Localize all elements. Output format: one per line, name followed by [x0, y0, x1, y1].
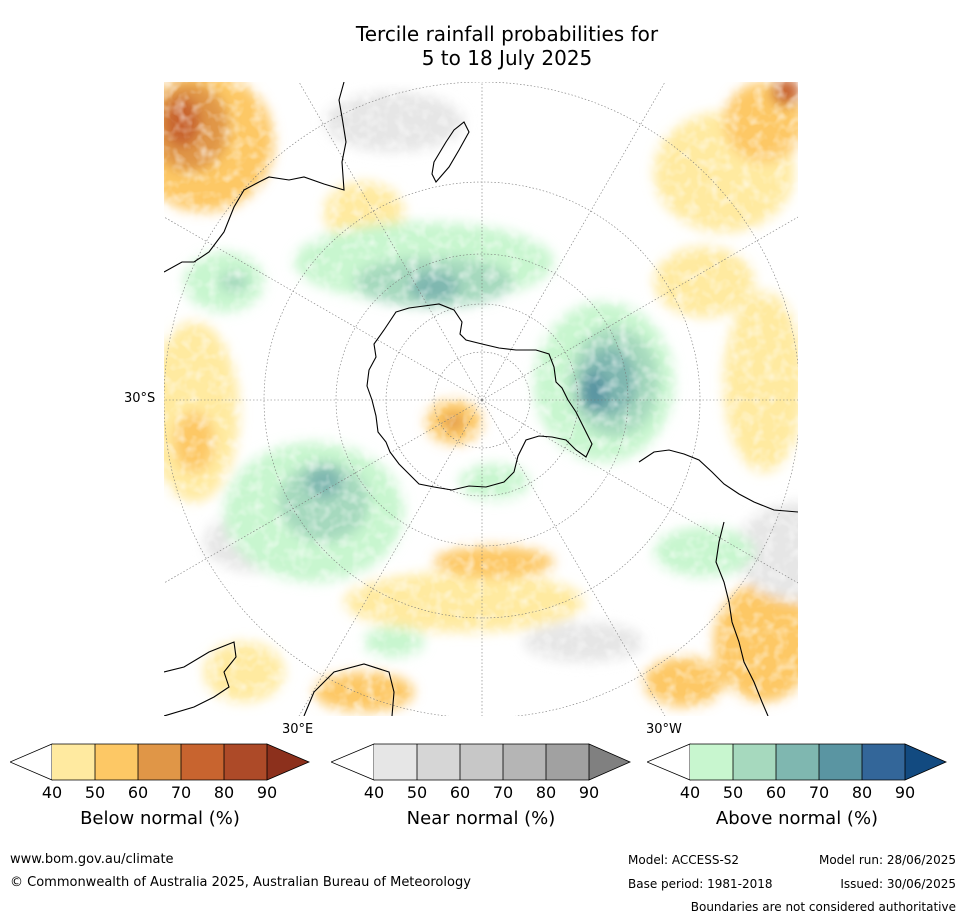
polar-rainfall-map	[164, 82, 798, 716]
tick: 40	[679, 783, 701, 802]
title-line-2: 5 to 18 July 2025	[421, 46, 593, 70]
tick: 70	[492, 783, 514, 802]
tick: 80	[851, 783, 873, 802]
disclaimer-text: Boundaries are not considered authoritat…	[690, 900, 956, 914]
tick: 70	[170, 783, 192, 802]
tick: 50	[722, 783, 744, 802]
tick: 60	[765, 783, 787, 802]
tick: 50	[84, 783, 106, 802]
graticule	[164, 82, 798, 716]
tick: 40	[363, 783, 385, 802]
tick: 40	[41, 783, 63, 802]
base-period-text: Base period: 1981-2018	[628, 877, 773, 891]
colorbar-near-swatches	[329, 743, 631, 781]
colorbar-above-swatches	[645, 743, 947, 781]
tick: 50	[406, 783, 428, 802]
website-link[interactable]: www.bom.gov.au/climate	[10, 852, 174, 867]
tick: 90	[256, 783, 278, 802]
australia-coast	[164, 82, 347, 273]
tick: 80	[535, 783, 557, 802]
tick: 80	[213, 783, 235, 802]
tick: 60	[449, 783, 471, 802]
lon-label-30w: 30°W	[646, 722, 682, 737]
colorbar-below-normal	[8, 743, 311, 785]
colorbar-near-normal	[329, 743, 631, 785]
colorbar-near-title: Near normal (%)	[406, 808, 556, 829]
colorbar-below-title: Below normal (%)	[80, 808, 240, 829]
issued-text: Issued: 30/06/2025	[840, 877, 956, 891]
tick: 60	[127, 783, 149, 802]
south-america-coast	[638, 449, 798, 716]
tick: 70	[808, 783, 830, 802]
colorbar-below-swatches	[8, 743, 311, 781]
new-zealand-coast	[431, 121, 470, 183]
copyright-text: © Commonwealth of Australia 2025, Austra…	[10, 875, 471, 890]
lat-label-30s: 30°S	[124, 391, 156, 406]
lon-label-30e: 30°E	[282, 722, 314, 737]
africa-coast	[164, 641, 395, 716]
model-text: Model: ACCESS-S2	[628, 853, 740, 867]
coastlines	[164, 82, 798, 716]
colorbar-above-normal	[645, 743, 947, 785]
antarctica-coast	[366, 303, 593, 491]
title-line-1: Tercile rainfall probabilities for	[355, 22, 659, 46]
map-canvas	[164, 82, 798, 716]
colorbar-above-title: Above normal (%)	[715, 808, 879, 829]
tick: 90	[894, 783, 916, 802]
model-run-text: Model run: 28/06/2025	[818, 853, 956, 867]
map-title: Tercile rainfall probabilities for 5 to …	[0, 22, 965, 70]
tick: 90	[578, 783, 600, 802]
